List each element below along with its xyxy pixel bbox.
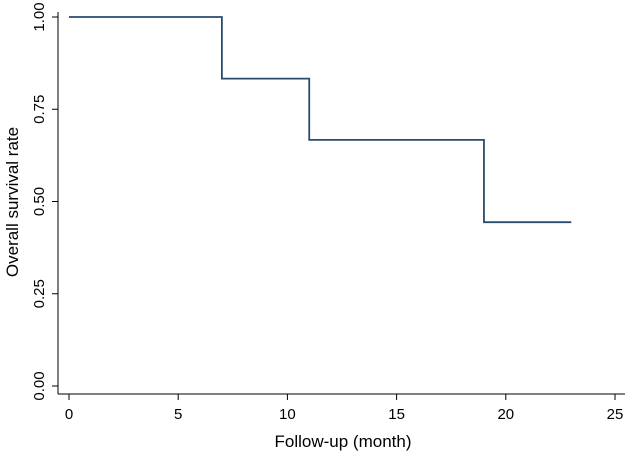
x-axis-ticks: 0 5 10 15 20 25 [65, 394, 624, 423]
survival-step-line [69, 16, 572, 224]
y-axis-title: Overall survival rate [3, 127, 22, 277]
y-tick-label: 0.25 [31, 279, 48, 308]
x-tick-label: 0 [65, 406, 73, 423]
y-tick-label: 0.75 [31, 95, 48, 124]
x-tick-label: 20 [497, 406, 514, 423]
y-axis-ticks: 0.00 0.25 0.50 0.75 1.00 [31, 2, 58, 401]
x-tick-label: 10 [279, 406, 296, 423]
y-tick-label: 0.50 [31, 187, 48, 216]
x-tick-label: 5 [174, 406, 182, 423]
series-layer [69, 16, 572, 224]
x-tick-label: 25 [607, 406, 624, 423]
x-tick-label: 15 [388, 406, 405, 423]
y-tick-label: 1.00 [31, 2, 48, 31]
y-tick-label: 0.00 [31, 371, 48, 400]
x-axis-title: Follow-up (month) [275, 432, 412, 451]
